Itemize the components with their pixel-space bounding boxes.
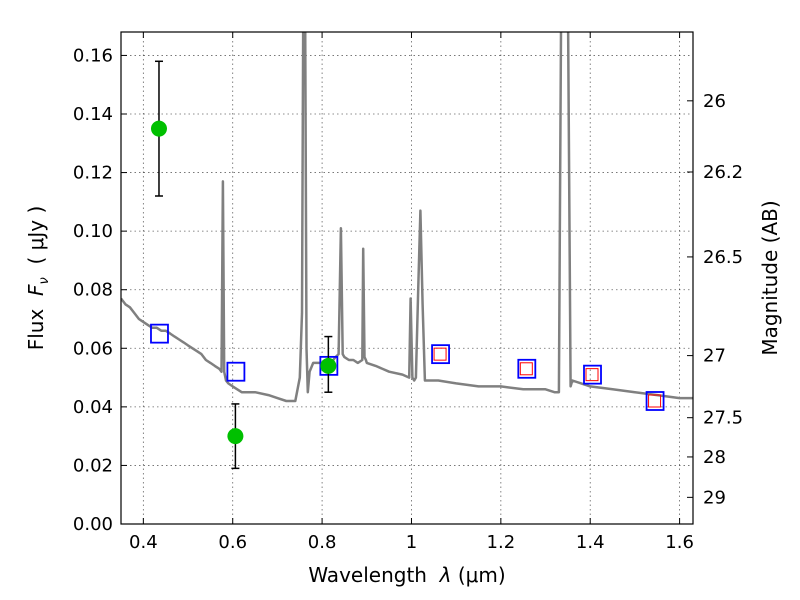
upper-limit-marker xyxy=(585,368,599,382)
y-tick-label: 0.02 xyxy=(73,455,113,476)
y2-axis-label: Magnitude (AB) xyxy=(758,200,782,355)
model-photometry-marker xyxy=(150,323,169,344)
y-tick-label: 0.06 xyxy=(73,338,113,359)
y2-tick-label: 26 xyxy=(703,91,726,112)
y-tick-label: 0.12 xyxy=(73,163,113,184)
x-tick-label: 0.4 xyxy=(129,532,158,553)
x-tick-label: 1.4 xyxy=(576,532,605,553)
axis-ticks: 0.4 0.6 0.8 1 1.2 1.4 1.6 0.00 0.02 0.04 0.06 0.08 0… xyxy=(73,32,743,553)
detection-point xyxy=(320,357,337,374)
upper-limit-marker xyxy=(648,394,662,408)
upper-limit-marker xyxy=(519,362,533,376)
x-tick-label: 1.2 xyxy=(487,532,516,553)
y2-tick-label: 28 xyxy=(703,447,726,468)
detection-point xyxy=(150,120,167,137)
y-tick-label: 0.04 xyxy=(73,397,113,418)
plot-frame xyxy=(120,31,694,525)
y2-tick-label: 29 xyxy=(703,487,726,508)
x-tick-label: 0.8 xyxy=(308,532,337,553)
plot-area xyxy=(121,32,693,470)
detection-point xyxy=(227,428,244,445)
y2-tick-label: 27 xyxy=(703,346,726,367)
x-tick-label: 1 xyxy=(406,532,417,553)
y2-tick-label: 26.2 xyxy=(703,162,743,183)
x-tick-label: 0.6 xyxy=(218,532,247,553)
y2-tick-label: 27.5 xyxy=(703,408,743,429)
upper-limit-marker xyxy=(433,347,447,361)
grid xyxy=(121,32,693,525)
model-photometry-marker xyxy=(517,358,537,379)
model-spectrum-line xyxy=(121,32,693,403)
model-photometry-marker xyxy=(645,391,665,411)
y-axis-label: Flux Fν ( μJy ) xyxy=(24,206,52,351)
y2-tick-label: 26.5 xyxy=(703,247,743,268)
x-axis-label: Wavelength λ (μm) xyxy=(308,563,505,587)
y-tick-label: 0.00 xyxy=(73,514,113,535)
y-tick-label: 0.14 xyxy=(73,104,113,125)
model-photometry-marker xyxy=(583,364,602,385)
model-photometry-marker xyxy=(226,361,246,382)
y-tick-label: 0.16 xyxy=(73,45,113,66)
model-photometry-marker xyxy=(431,344,450,365)
x-tick-label: 1.6 xyxy=(665,532,694,553)
y-tick-label: 0.10 xyxy=(73,221,113,242)
y-tick-label: 0.08 xyxy=(73,280,113,301)
